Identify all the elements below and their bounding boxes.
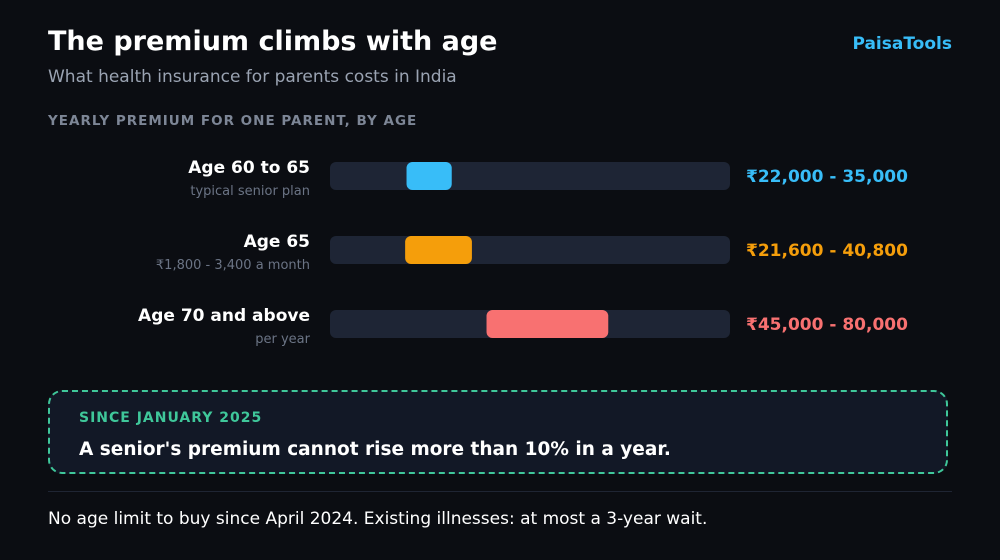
bar-track xyxy=(330,236,730,264)
brand-logo-text[interactable]: PaisaTools xyxy=(852,34,952,54)
bar-track xyxy=(330,162,730,190)
row-label: Age 65 xyxy=(244,232,310,252)
range-label: ₹22,000 - 35,000 xyxy=(746,167,908,187)
range-label: ₹45,000 - 80,000 xyxy=(746,315,908,335)
callout-text: A senior's premium cannot rise more than… xyxy=(79,439,671,460)
callout-kicker: SINCE JANUARY 2025 xyxy=(79,410,263,426)
row-label: Age 70 and above xyxy=(138,306,310,326)
page-title: The premium climbs with age xyxy=(48,26,498,57)
policy-callout: SINCE JANUARY 2025 A senior's premium ca… xyxy=(48,390,948,474)
range-bar xyxy=(406,162,452,190)
row-sublabel: per year xyxy=(255,332,310,347)
range-label: ₹21,600 - 40,800 xyxy=(746,241,908,261)
row-sublabel: typical senior plan xyxy=(190,184,310,199)
premium-range-chart: Age 60 to 65 typical senior plan ₹22,000 -… xyxy=(138,158,908,347)
footnote: No age limit to buy since April 2024. Ex… xyxy=(48,509,708,529)
range-bar xyxy=(405,236,472,264)
row-label: Age 60 to 65 xyxy=(188,158,310,178)
chart-title: YEARLY PREMIUM FOR ONE PARENT, BY AGE xyxy=(48,113,418,129)
range-bar xyxy=(486,310,609,338)
divider xyxy=(48,491,952,492)
page-subtitle: What health insurance for parents costs … xyxy=(48,67,457,87)
row-sublabel: ₹1,800 - 3,400 a month xyxy=(156,258,310,273)
